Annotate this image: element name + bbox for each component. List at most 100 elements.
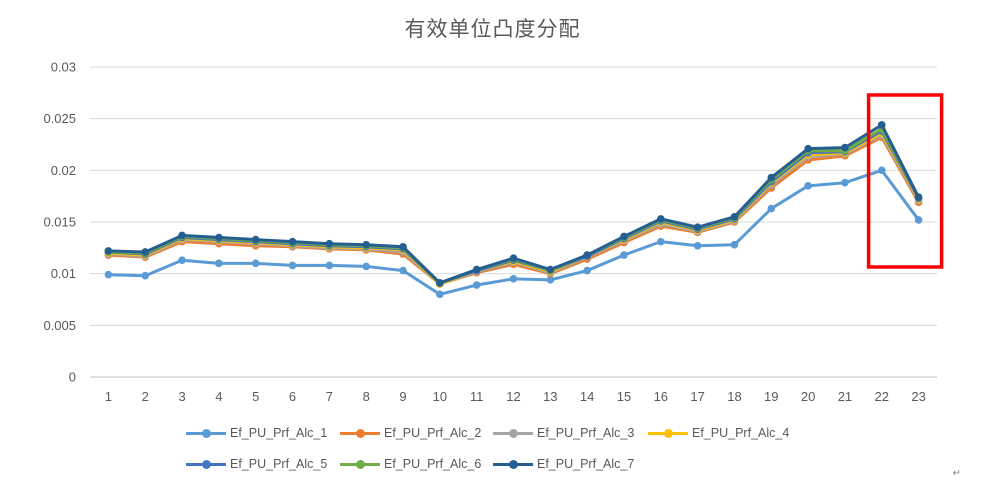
x-tick-label: 11 (470, 389, 484, 404)
x-tick-label: 6 (289, 389, 296, 404)
x-tick-label: 1 (105, 389, 112, 404)
x-tick-label: 4 (215, 389, 222, 404)
data-point (877, 121, 886, 129)
legend-row-1: Ef_PU_Prf_Alc_1 Ef_PU_Prf_Alc_2 Ef_PU_Prf_… (0, 424, 995, 442)
x-tick-label: 5 (252, 389, 259, 404)
legend-swatch (340, 455, 380, 473)
data-point (509, 254, 518, 262)
y-tick-label: 0.015 (43, 215, 76, 230)
x-tick-label: 2 (142, 389, 149, 404)
data-point (730, 240, 739, 249)
legend-swatch (493, 455, 533, 473)
data-point (288, 237, 297, 246)
data-point (215, 259, 223, 268)
x-tick-label: 12 (506, 389, 520, 404)
x-tick-label: 9 (399, 389, 406, 404)
y-tick-label: 0.03 (51, 60, 76, 75)
x-tick-label: 8 (363, 389, 370, 404)
legend-item: Ef_PU_Prf_Alc_1 (186, 424, 327, 442)
x-tick-label: 15 (617, 389, 631, 404)
data-point (104, 247, 113, 255)
legend-swatch (186, 455, 226, 473)
data-point (399, 266, 407, 275)
data-point (215, 233, 223, 242)
data-point (362, 240, 370, 249)
data-point (914, 216, 923, 224)
data-point (399, 243, 407, 251)
data-point (804, 182, 812, 190)
data-point (178, 256, 186, 265)
data-point (657, 237, 665, 246)
data-point (583, 251, 591, 259)
x-tick-label: 14 (580, 389, 594, 404)
series-lines (104, 121, 923, 299)
legend-label: Ef_PU_Prf_Alc_2 (384, 426, 482, 440)
legend-item: Ef_PU_Prf_Alc_3 (493, 424, 634, 442)
legend-label: Ef_PU_Prf_Alc_7 (537, 457, 635, 471)
legend-swatch (186, 424, 226, 442)
data-point (730, 213, 739, 221)
x-tick-label: 23 (911, 389, 925, 404)
data-point (104, 270, 113, 279)
data-point (251, 259, 260, 268)
highlight-rectangle (866, 93, 944, 269)
data-point (436, 279, 444, 287)
x-tick-label: 21 (838, 389, 852, 404)
data-point (546, 276, 555, 284)
data-point (178, 231, 186, 240)
data-point (141, 248, 150, 256)
data-point (767, 173, 776, 182)
data-point (877, 166, 886, 175)
data-point (436, 290, 444, 299)
legend-item: Ef_PU_Prf_Alc_4 (648, 424, 789, 442)
data-point (767, 204, 776, 213)
y-tick-label: 0 (69, 370, 76, 385)
x-tick-label: 17 (690, 389, 704, 404)
legend-label: Ef_PU_Prf_Alc_5 (230, 457, 328, 471)
data-point (841, 143, 849, 152)
data-point (583, 266, 591, 275)
x-tick-label: 20 (801, 389, 815, 404)
data-point (841, 178, 849, 187)
gridlines (90, 66, 937, 378)
x-tick-label: 3 (178, 389, 185, 404)
y-tick-label: 0.025 (43, 111, 76, 126)
x-tick-label: 7 (326, 389, 333, 404)
legend-item: Ef_PU_Prf_Alc_2 (340, 424, 481, 442)
x-tick-label: 19 (764, 389, 778, 404)
data-point (472, 265, 481, 274)
data-point (914, 193, 923, 201)
y-tick-label: 0.005 (43, 318, 76, 333)
data-point (657, 215, 665, 223)
data-point (141, 271, 150, 280)
y-tick-label: 0.02 (51, 163, 76, 178)
legend-swatch (493, 424, 533, 442)
data-point (693, 223, 702, 231)
legend-swatch (648, 424, 688, 442)
legend-label: Ef_PU_Prf_Alc_3 (537, 426, 635, 440)
highlight-box (866, 93, 944, 269)
y-tick-label: 0.01 (51, 266, 76, 281)
legend-item: Ef_PU_Prf_Alc_7 (493, 455, 634, 473)
data-point (693, 241, 702, 250)
x-tick-label: 18 (727, 389, 741, 404)
legend-item: Ef_PU_Prf_Alc_6 (340, 455, 481, 473)
data-point (620, 251, 628, 259)
data-point (472, 281, 481, 289)
legend-label: Ef_PU_Prf_Alc_4 (692, 426, 790, 440)
x-tick-label: 16 (654, 389, 668, 404)
paragraph-mark: ↵ (952, 468, 961, 479)
legend-label: Ef_PU_Prf_Alc_6 (384, 457, 482, 471)
data-point (325, 239, 334, 248)
chart-title: 有效单位凸度分配 (404, 17, 581, 41)
data-point (325, 261, 334, 270)
series-7 (104, 121, 923, 287)
legend-row-2: Ef_PU_Prf_Alc_5 Ef_PU_Prf_Alc_6 Ef_PU_Prf_… (0, 455, 995, 473)
x-tick-label: 22 (875, 389, 889, 404)
data-point (546, 265, 555, 274)
legend-swatch (340, 424, 380, 442)
data-point (620, 232, 628, 241)
series-1 (104, 166, 923, 299)
